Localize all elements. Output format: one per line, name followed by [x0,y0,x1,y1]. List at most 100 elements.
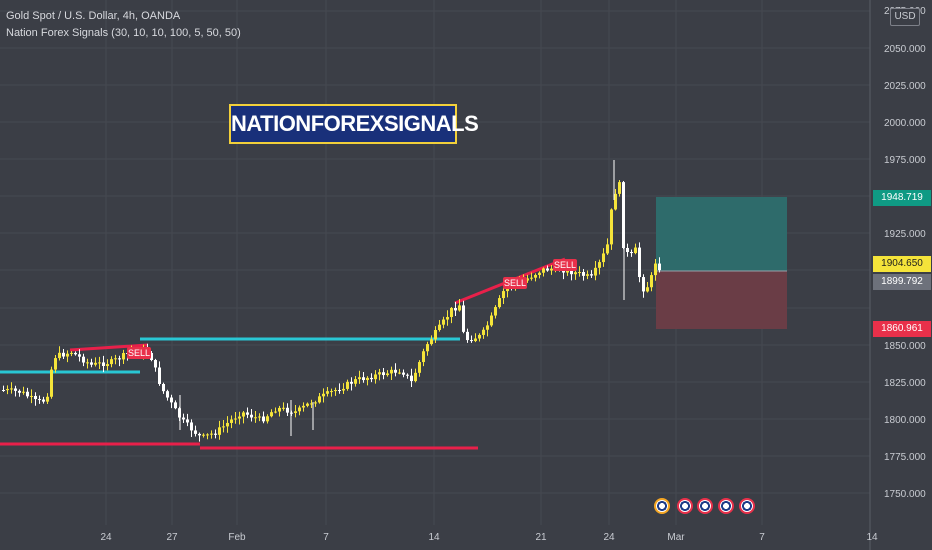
candle-body [390,369,393,374]
sell-signal-1[interactable]: SELL [127,347,151,359]
candle-body [282,407,285,409]
candle-body [598,262,601,268]
candle-body [58,352,61,359]
flag-us-icon[interactable] [739,498,755,514]
candle-body [490,315,493,326]
sell-label: SELL [554,260,576,270]
candle-body [82,356,85,363]
candle-body [22,391,25,393]
trend-line-1[interactable] [69,343,149,352]
candle-body [86,362,89,364]
candle-body [234,418,237,420]
candle-body [538,272,541,275]
price-tick: 1775.000 [884,452,926,463]
flag-us-icon[interactable] [677,498,693,514]
price-tick: 1850.000 [884,341,926,352]
price-tick: 2050.000 [884,44,926,55]
price-tick: 1975.000 [884,155,926,166]
currency-button[interactable]: USD [890,8,920,26]
candle-body [78,354,81,357]
candle-body [534,274,537,278]
candle-body [582,272,585,276]
candle-series [2,160,661,442]
profit-zone[interactable] [656,197,787,271]
candle-body [194,430,197,434]
candle-body [602,253,605,263]
candle-body [354,379,357,384]
candle-body [186,419,189,423]
candle-body [650,275,653,288]
candle-body [594,267,597,276]
candle-body [378,372,381,375]
candle-body [574,272,577,275]
candle-body [562,269,565,273]
candle-body [610,209,613,245]
candle-body [386,373,389,376]
candle-body [278,407,281,412]
symbol-title[interactable]: Gold Spot / U.S. Dollar, 4h, OANDA [6,10,181,22]
candle-body [254,417,257,419]
candle-body [46,396,49,402]
candle-body [382,372,385,376]
flag-us-icon[interactable] [654,498,670,514]
candle-body [394,369,397,373]
candle-body [34,395,37,400]
time-tick: 7 [759,532,765,543]
candle-body [102,362,105,367]
candle-body [334,390,337,392]
candle-body [42,399,45,402]
indicator-legend[interactable]: Nation Forex Signals (30, 10, 10, 100, 5… [6,27,241,39]
candle-body [418,362,421,373]
sell-signal-3[interactable]: SELL [553,259,577,271]
candle-body [242,412,245,417]
candle-body [206,434,209,436]
candle-body [658,263,661,271]
sell-label: SELL [128,348,150,358]
candle-body [6,389,9,391]
candle-body [10,388,13,390]
candle-body [258,416,261,418]
candle-body [106,364,109,367]
entry-price-tag: 1904.650 [873,256,931,272]
candle-body [170,397,173,403]
candle-body [90,362,93,365]
loss-zone[interactable] [656,271,787,329]
candle-body [342,388,345,391]
flag-us-icon[interactable] [697,498,713,514]
candle-body [202,434,205,436]
candle-body [210,433,213,435]
candle-body [270,412,273,417]
candle-body [330,391,333,393]
price-tick: 1925.000 [884,229,926,240]
price-tick: 2000.000 [884,118,926,129]
candle-body [166,391,169,398]
price-axis[interactable]: 2075.000 2050.000 2025.000 2000.000 1975… [884,6,926,500]
candle-body [426,344,429,352]
time-axis[interactable]: 24 27 Feb 7 14 21 24 Mar 7 14 [100,532,878,543]
candle-body [182,417,185,420]
watermark-banner: NATIONFOREXSIGNALS [229,104,479,144]
candle-body [338,390,341,392]
candle-body [14,388,17,391]
candle-body [214,433,217,435]
candle-body [402,372,405,375]
candle-body [430,339,433,345]
candle-body [398,372,401,374]
time-tick: 7 [323,532,329,543]
candle-body [306,403,309,406]
candle-body [326,391,329,394]
candle-body [74,352,77,355]
candle-body [98,362,101,364]
candle-body [230,419,233,423]
candle-body [494,307,497,316]
time-tick: Mar [667,532,685,543]
flag-us-icon[interactable] [718,498,734,514]
candle-body [298,407,301,412]
sell-signal-2[interactable]: SELL [503,277,527,289]
candle-body [70,352,73,354]
candle-body [606,244,609,254]
candle-body [114,358,117,360]
candle-body [218,427,221,435]
candle-body [578,272,581,274]
